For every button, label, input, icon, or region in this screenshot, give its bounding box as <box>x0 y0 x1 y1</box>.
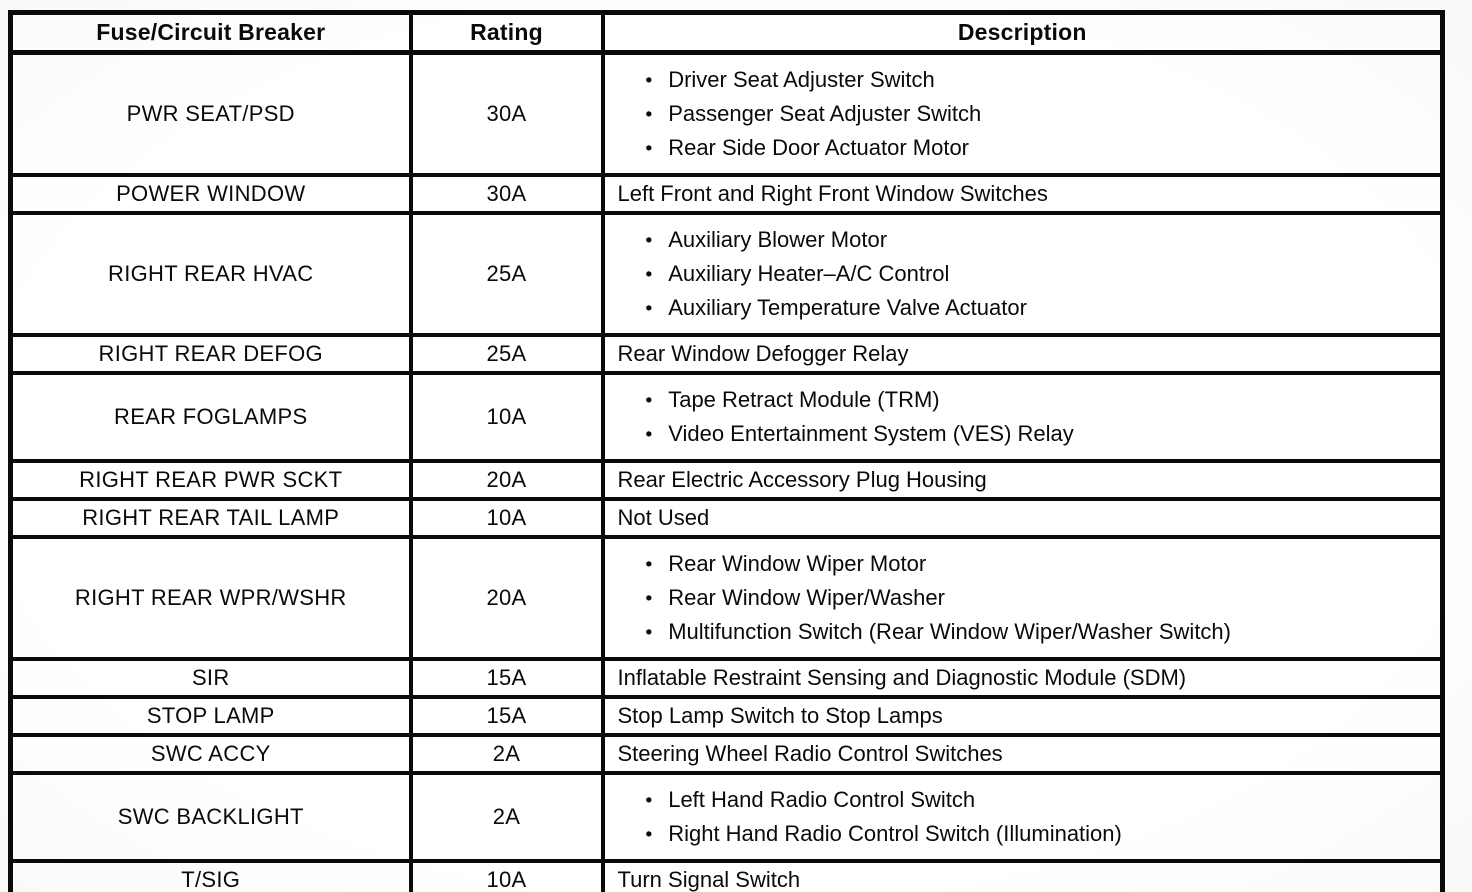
description-bullet-list: Driver Seat Adjuster Switch Passenger Sea… <box>609 67 1437 161</box>
fuse-name-cell: RIGHT REAR HVAC <box>8 211 413 337</box>
description-bullet: Auxiliary Temperature Valve Actuator <box>645 295 1437 321</box>
description-bullet: Tape Retract Module (TRM) <box>645 387 1437 413</box>
table-body: PWR SEAT/PSD30ADriver Seat Adjuster Swit… <box>8 50 1445 892</box>
fuse-circuit-breaker-table: Fuse/Circuit Breaker Rating Description … <box>8 10 1445 892</box>
rating-cell: 10A <box>408 371 605 463</box>
fuse-name-cell: SIR <box>8 657 413 699</box>
header-rating: Rating <box>408 10 605 55</box>
table-row: RIGHT REAR DEFOG 25A Rear Window Defogger … <box>8 333 1445 375</box>
rating-cell: 10A <box>408 859 605 892</box>
description-cell: Inflatable Restraint Sensing and Diagnos… <box>600 657 1445 699</box>
rating-cell: 10A <box>408 497 605 539</box>
description-bullet: Rear Side Door Actuator Motor <box>645 135 1437 161</box>
table-row: RIGHT REAR HVAC25AAuxiliary Blower Motor… <box>8 211 1445 337</box>
header-fuse-circuit-breaker: Fuse/Circuit Breaker <box>8 10 413 55</box>
description-cell: Stop Lamp Switch to Stop Lamps <box>600 695 1445 737</box>
fuse-name-cell: SWC ACCY <box>8 733 413 775</box>
header-row: Fuse/Circuit Breaker Rating Description <box>8 10 1445 55</box>
rating-cell: 25A <box>408 211 605 337</box>
table-row: SIR 15A Inflatable Restraint Sensing and D… <box>8 657 1445 699</box>
description-bullet: Auxiliary Blower Motor <box>645 227 1437 253</box>
description-cell: Rear Window Wiper Motor Rear Window Wiper… <box>600 535 1445 661</box>
description-bullet: Passenger Seat Adjuster Switch <box>645 101 1437 127</box>
description-cell: Driver Seat Adjuster Switch Passenger Sea… <box>600 50 1445 177</box>
rating-cell: 2A <box>408 771 605 863</box>
rating-cell: 30A <box>408 173 605 215</box>
rating-cell: 15A <box>408 657 605 699</box>
rating-cell: 25A <box>408 333 605 375</box>
table-row: SWC BACKLIGHT2ALeft Hand Radio Control S… <box>8 771 1445 863</box>
table-row: PWR SEAT/PSD30ADriver Seat Adjuster Swit… <box>8 50 1445 177</box>
description-bullet: Auxiliary Heater–A/C Control <box>645 261 1437 287</box>
description-bullet: Rear Window Wiper Motor <box>645 551 1437 577</box>
fuse-name-cell: STOP LAMP <box>8 695 413 737</box>
description-cell: Rear Window Defogger Relay <box>600 333 1445 375</box>
description-bullet-list: Auxiliary Blower Motor Auxiliary Heater–A… <box>609 227 1437 321</box>
description-cell: Tape Retract Module (TRM) Video Entertain… <box>600 371 1445 463</box>
description-cell: Auxiliary Blower Motor Auxiliary Heater–A… <box>600 211 1445 337</box>
fuse-name-cell: REAR FOGLAMPS <box>8 371 413 463</box>
table-row: POWER WINDOW 30A Left Front and Right Fron… <box>8 173 1445 215</box>
table-row: STOP LAMP 15A Stop Lamp Switch to Stop Lam… <box>8 695 1445 737</box>
description-bullet: Right Hand Radio Control Switch (Illumin… <box>645 821 1437 847</box>
fuse-name-cell: POWER WINDOW <box>8 173 413 215</box>
table-row: SWC ACCY 2A Steering Wheel Radio Control S… <box>8 733 1445 775</box>
description-cell: Left Front and Right Front Window Switch… <box>600 173 1445 215</box>
fuse-name-cell: RIGHT REAR TAIL LAMP <box>8 497 413 539</box>
description-bullet: Multifunction Switch (Rear Window Wiper/… <box>645 619 1437 645</box>
fuse-name-cell: SWC BACKLIGHT <box>8 771 413 863</box>
description-cell: Rear Electric Accessory Plug Housing <box>600 459 1445 501</box>
fuse-name-cell: RIGHT REAR PWR SCKT <box>8 459 413 501</box>
rating-cell: 20A <box>408 459 605 501</box>
header-description: Description <box>600 10 1445 55</box>
rating-cell: 30A <box>408 50 605 177</box>
rating-cell: 20A <box>408 535 605 661</box>
description-bullet: Video Entertainment System (VES) Relay <box>645 421 1437 447</box>
table-row: RIGHT REAR WPR/WSHR20ARear Window Wiper … <box>8 535 1445 661</box>
description-cell: Not Used <box>600 497 1445 539</box>
description-bullet-list: Left Hand Radio Control Switch Right Hand… <box>609 787 1437 847</box>
description-bullet: Driver Seat Adjuster Switch <box>645 67 1437 93</box>
description-bullet: Rear Window Wiper/Washer <box>645 585 1437 611</box>
fuse-name-cell: PWR SEAT/PSD <box>8 50 413 177</box>
description-bullet-list: Rear Window Wiper Motor Rear Window Wiper… <box>609 551 1437 645</box>
description-cell: Steering Wheel Radio Control Switches <box>600 733 1445 775</box>
description-bullet: Left Hand Radio Control Switch <box>645 787 1437 813</box>
fuse-name-cell: T/SIG <box>8 859 413 892</box>
table-row: RIGHT REAR TAIL LAMP 10A Not Used <box>8 497 1445 539</box>
table-row: RIGHT REAR PWR SCKT 20A Rear Electric Acce… <box>8 459 1445 501</box>
table-row: REAR FOGLAMPS10ATape Retract Module (TRM… <box>8 371 1445 463</box>
fuse-name-cell: RIGHT REAR WPR/WSHR <box>8 535 413 661</box>
description-cell: Turn Signal Switch <box>600 859 1445 892</box>
fuse-name-cell: RIGHT REAR DEFOG <box>8 333 413 375</box>
description-cell: Left Hand Radio Control Switch Right Hand… <box>600 771 1445 863</box>
rating-cell: 2A <box>408 733 605 775</box>
description-bullet-list: Tape Retract Module (TRM) Video Entertain… <box>609 387 1437 447</box>
table-row: T/SIG 10A Turn Signal Switch <box>8 859 1445 892</box>
rating-cell: 15A <box>408 695 605 737</box>
